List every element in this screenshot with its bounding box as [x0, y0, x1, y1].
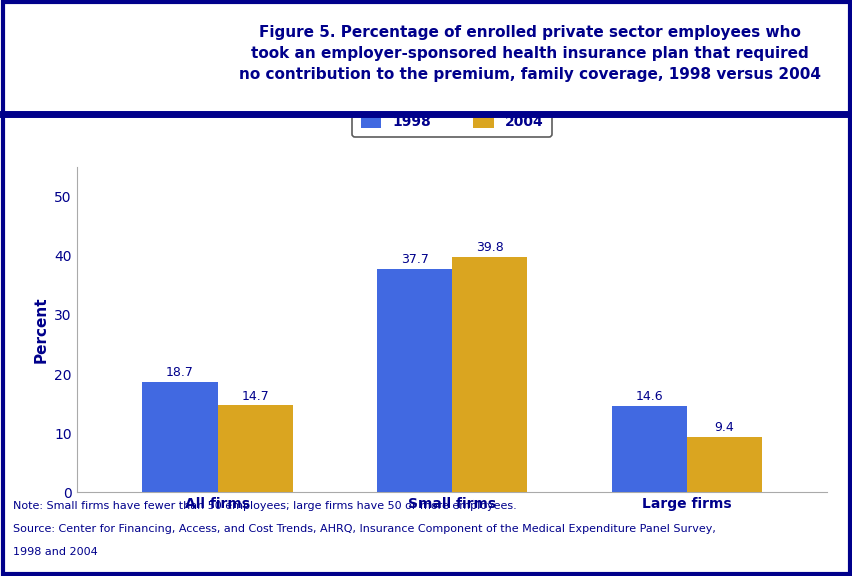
- Bar: [452, 257, 527, 492]
- Text: 1998 and 2004: 1998 and 2004: [13, 547, 97, 557]
- Text: 14.6: 14.6: [635, 390, 662, 403]
- Text: 37.7: 37.7: [400, 253, 428, 267]
- Text: 14.7: 14.7: [241, 389, 268, 403]
- Text: ✦: ✦: [35, 40, 68, 78]
- Text: Note: Small firms have fewer than 50 employees; large firms have 50 or more empl: Note: Small firms have fewer than 50 emp…: [13, 501, 516, 511]
- Y-axis label: Percent: Percent: [34, 297, 49, 363]
- Text: 9.4: 9.4: [713, 421, 734, 434]
- Bar: [377, 270, 452, 492]
- Bar: [686, 437, 761, 492]
- Bar: [142, 382, 217, 492]
- Bar: [611, 406, 686, 492]
- Text: Advancing
Excellence in
Health Care: Advancing Excellence in Health Care: [115, 55, 176, 88]
- Text: 18.7: 18.7: [166, 366, 193, 379]
- Legend: 1998, 2004: 1998, 2004: [352, 105, 551, 137]
- Text: Source: Center for Financing, Access, and Cost Trends, AHRQ, Insurance Component: Source: Center for Financing, Access, an…: [13, 524, 715, 534]
- Text: AHRQ: AHRQ: [109, 28, 181, 48]
- Text: Figure 5. Percentage of enrolled private sector employees who
took an employer-s: Figure 5. Percentage of enrolled private…: [239, 25, 820, 82]
- Text: 39.8: 39.8: [475, 241, 503, 254]
- Bar: [217, 406, 292, 492]
